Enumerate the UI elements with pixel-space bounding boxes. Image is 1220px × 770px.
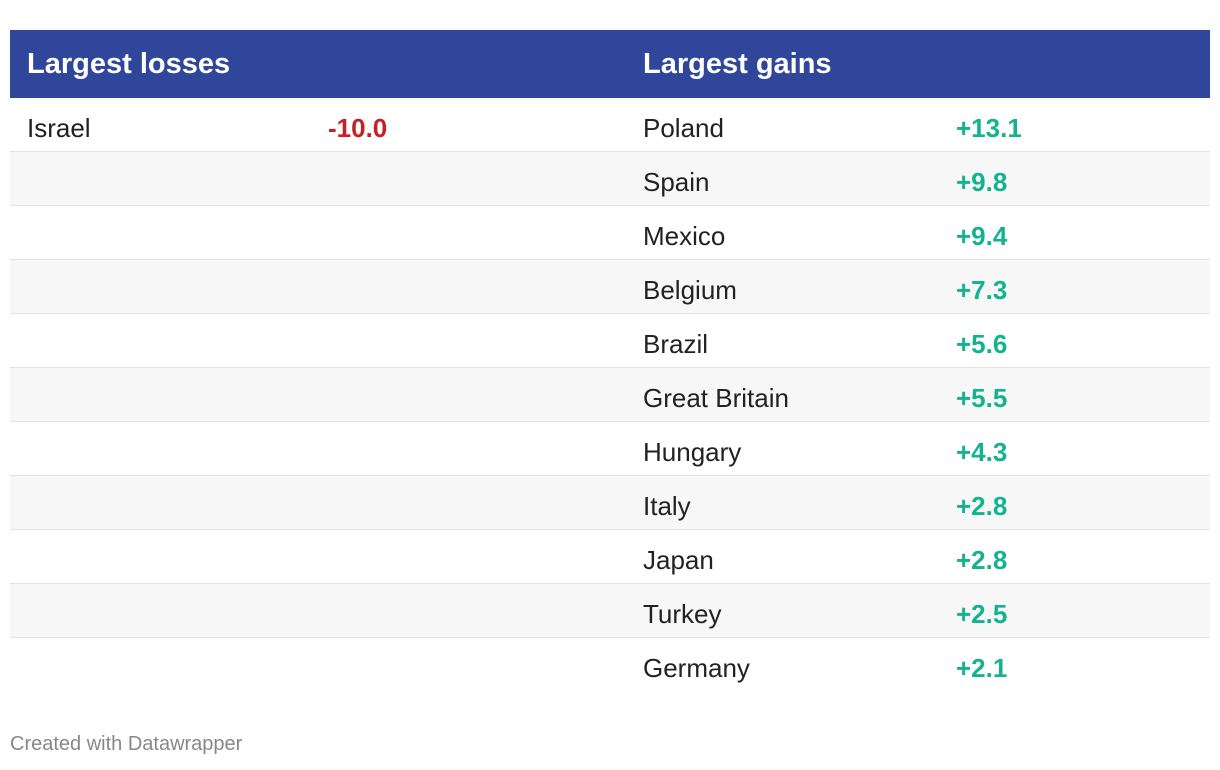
gain-country: Germany — [643, 653, 750, 683]
table-row: Italy +2.8 — [10, 476, 1210, 530]
gain-country: Poland — [643, 113, 724, 143]
table-row: Great Britain +5.5 — [10, 368, 1210, 422]
table-row: Germany +2.1 — [10, 638, 1210, 692]
gain-country: Spain — [643, 167, 710, 197]
table-row: Mexico +9.4 — [10, 206, 1210, 260]
gain-value: +2.5 — [956, 599, 1008, 629]
footer-credit: Created with Datawrapper — [10, 733, 243, 755]
gain-country: Turkey — [643, 599, 722, 629]
gain-country: Hungary — [643, 437, 742, 467]
gain-value: +5.5 — [956, 383, 1008, 413]
gain-value: +7.3 — [956, 275, 1008, 305]
gain-value: +2.8 — [956, 545, 1008, 575]
loss-value: -10.0 — [328, 113, 388, 143]
gain-value: +9.8 — [956, 167, 1008, 197]
loss-country: Israel — [27, 113, 91, 143]
gain-country: Japan — [643, 545, 714, 575]
gain-value: +2.8 — [956, 491, 1008, 521]
gain-value: +2.1 — [956, 653, 1008, 683]
gain-value: +4.3 — [956, 437, 1008, 467]
gain-country: Mexico — [643, 221, 726, 251]
gain-country: Brazil — [643, 329, 709, 359]
table-row: Brazil +5.6 — [10, 314, 1210, 368]
table-row: Belgium +7.3 — [10, 260, 1210, 314]
gain-value: +9.4 — [956, 221, 1008, 251]
gain-value: +13.1 — [956, 113, 1022, 143]
table-row: Spain +9.8 — [10, 152, 1210, 206]
gain-country: Belgium — [643, 275, 737, 305]
losses-column-header: Largest losses — [27, 48, 231, 80]
comparison-table: Largest losses Largest gains Israel -10.0… — [10, 30, 1210, 692]
gain-country: Great Britain — [643, 383, 789, 413]
table-row: Hungary +4.3 — [10, 422, 1210, 476]
table-row: Japan +2.8 — [10, 530, 1210, 584]
table-header: Largest losses Largest gains — [10, 30, 1210, 98]
gains-column-header: Largest gains — [643, 48, 832, 80]
table-body: Israel -10.0 Poland +13.1 Spain +9.8 Mexico +9.… — [10, 98, 1210, 692]
gain-value: +5.6 — [956, 329, 1008, 359]
table-row: Israel -10.0 Poland +13.1 — [10, 98, 1210, 152]
table-row: Turkey +2.5 — [10, 584, 1210, 638]
gain-country: Italy — [643, 491, 691, 521]
